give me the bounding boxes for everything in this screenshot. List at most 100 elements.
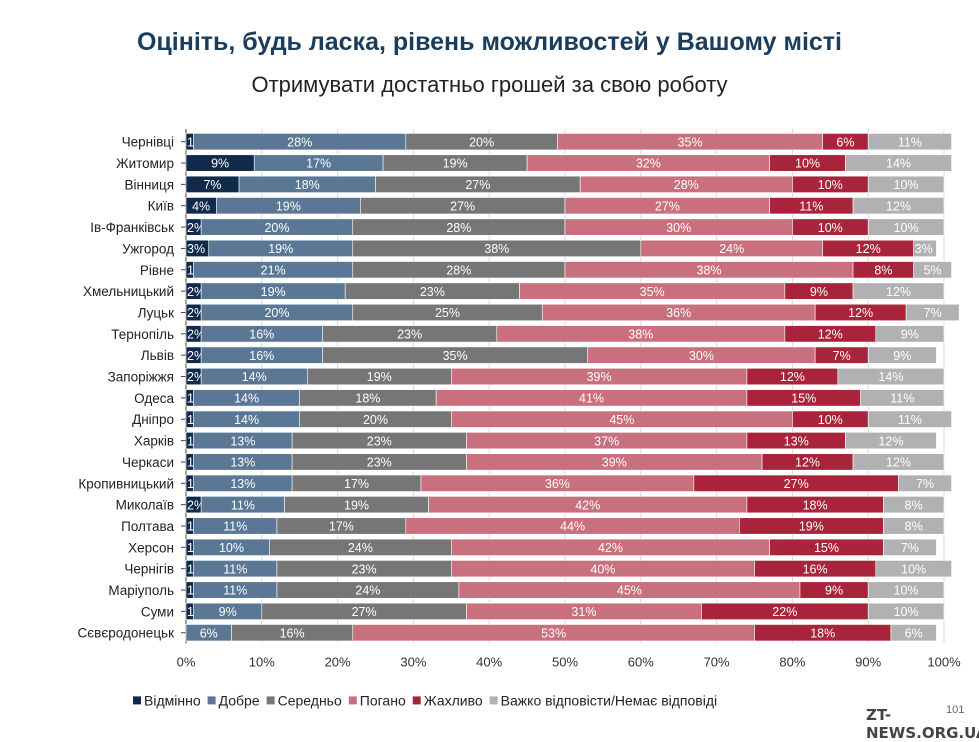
data-label: 27% xyxy=(465,178,490,192)
data-label: 36% xyxy=(545,477,570,491)
data-label: 44% xyxy=(560,520,585,534)
legend-swatch xyxy=(489,696,498,705)
bar-segment xyxy=(852,453,945,471)
data-label: 30% xyxy=(689,349,714,363)
x-tick-label: 30% xyxy=(400,654,426,669)
data-label: 13% xyxy=(230,434,255,448)
data-label: 4% xyxy=(192,199,210,213)
category-label: Вінниця xyxy=(125,177,175,192)
data-label: 7% xyxy=(901,541,919,555)
data-label: 17% xyxy=(344,477,369,491)
bar-segment xyxy=(898,474,952,492)
legend-label: Погано xyxy=(360,692,406,708)
data-label: 35% xyxy=(640,285,665,299)
data-label: 10% xyxy=(894,605,919,619)
bar-segment xyxy=(883,517,945,535)
data-label: 9% xyxy=(211,157,229,171)
data-label: 35% xyxy=(678,135,703,149)
data-label: 23% xyxy=(367,456,392,470)
data-label: 20% xyxy=(363,413,388,427)
data-label: 12% xyxy=(780,370,805,384)
data-label: 5% xyxy=(924,263,942,277)
category-label: Луцьк xyxy=(138,305,175,320)
bar-segment xyxy=(883,496,945,514)
data-label: 11% xyxy=(223,562,247,576)
category-label: Черкаси xyxy=(122,455,174,470)
data-label: 6% xyxy=(200,626,218,640)
bar-segment xyxy=(837,367,945,386)
x-tick-label: 10% xyxy=(249,654,275,669)
data-label: 45% xyxy=(609,413,634,427)
data-label: 2% xyxy=(187,328,205,342)
data-label: 19% xyxy=(276,199,301,213)
data-label: 8% xyxy=(905,520,923,534)
data-label: 16% xyxy=(280,626,305,640)
data-label: 7% xyxy=(833,349,851,363)
category-label: Тернопіль xyxy=(111,327,174,342)
data-label: 16% xyxy=(249,349,274,363)
data-label: 12% xyxy=(818,328,843,342)
data-label: 3% xyxy=(915,242,933,256)
x-tick-label: 0% xyxy=(177,654,196,669)
data-label: 19% xyxy=(799,520,824,534)
data-label: 7% xyxy=(203,178,221,192)
data-label: 19% xyxy=(443,157,468,171)
data-label: 27% xyxy=(784,477,809,491)
data-label: 18% xyxy=(355,392,380,406)
data-label: 18% xyxy=(803,498,828,512)
legend-label: Добре xyxy=(219,692,260,708)
data-label: 24% xyxy=(355,584,380,598)
legend-swatch xyxy=(266,696,275,705)
bar-segment xyxy=(905,303,960,322)
data-label: 2% xyxy=(187,370,205,384)
data-label: 28% xyxy=(446,221,471,235)
site-watermark: ZT-NEWS.ORG.UA xyxy=(866,706,979,742)
bar-segment xyxy=(845,154,952,172)
data-label: 11% xyxy=(231,498,255,512)
legend-label: Середньо xyxy=(278,692,342,708)
bar-segment xyxy=(875,560,952,578)
data-label: 11% xyxy=(799,199,823,213)
bar-segment xyxy=(867,346,937,364)
data-label: 41% xyxy=(579,392,604,406)
data-label: 24% xyxy=(719,242,744,256)
data-label: 2% xyxy=(187,498,205,512)
category-label: Полтава xyxy=(121,519,174,534)
data-label: 18% xyxy=(810,626,835,640)
x-tick-label: 50% xyxy=(552,654,578,669)
category-label: Ів-Франківськ xyxy=(90,220,174,235)
data-label: 53% xyxy=(541,626,566,640)
data-label: 32% xyxy=(636,157,661,171)
data-label: 7% xyxy=(916,477,934,491)
data-label: 15% xyxy=(791,392,816,406)
legend-swatch xyxy=(348,696,357,705)
data-label: 14% xyxy=(234,392,259,406)
legend-swatch xyxy=(412,696,421,705)
data-label: 24% xyxy=(348,541,373,555)
data-label: 19% xyxy=(344,498,369,512)
category-label: Маріуполь xyxy=(108,583,174,598)
data-label: 30% xyxy=(666,221,691,235)
data-label: 28% xyxy=(674,178,699,192)
data-label: 9% xyxy=(219,605,237,619)
data-label: 23% xyxy=(397,328,422,342)
category-label: Сєвєродонецьк xyxy=(78,626,175,641)
x-tick-label: 80% xyxy=(779,654,805,669)
data-label: 2% xyxy=(187,285,205,299)
category-label: Житомир xyxy=(116,156,174,171)
data-label: 10% xyxy=(901,562,926,576)
data-label: 8% xyxy=(874,263,892,277)
category-label: Суми xyxy=(141,604,174,619)
data-label: 45% xyxy=(617,584,642,598)
bar-segment xyxy=(913,239,937,257)
bar-segment xyxy=(875,325,945,343)
data-label: 18% xyxy=(295,178,320,192)
data-label: 23% xyxy=(420,285,445,299)
data-label: 3% xyxy=(187,242,205,256)
data-label: 2% xyxy=(187,306,205,320)
category-label: Одеса xyxy=(134,391,174,406)
data-label: 11% xyxy=(898,135,922,149)
category-label: Київ xyxy=(148,199,174,214)
category-label: Чернігів xyxy=(124,562,174,577)
data-label: 12% xyxy=(795,456,820,470)
